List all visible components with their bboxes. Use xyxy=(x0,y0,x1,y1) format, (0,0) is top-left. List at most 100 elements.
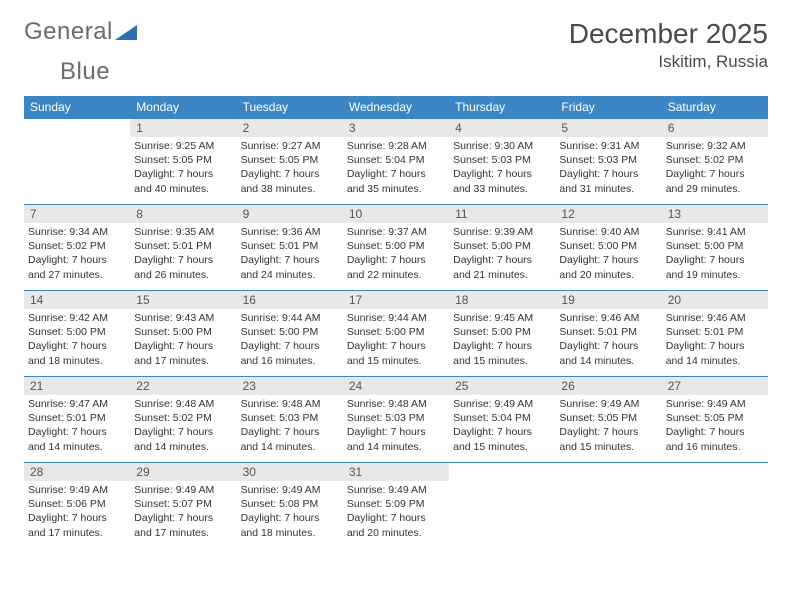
logo-sail-icon xyxy=(115,23,141,41)
day-number: 15 xyxy=(130,291,236,309)
day-data: Sunrise: 9:37 AMSunset: 5:00 PMDaylight:… xyxy=(343,223,449,286)
calendar-day-cell: 18Sunrise: 9:45 AMSunset: 5:00 PMDayligh… xyxy=(449,291,555,377)
weekday-header: Thursday xyxy=(449,96,555,119)
calendar-day-cell: 3Sunrise: 9:28 AMSunset: 5:04 PMDaylight… xyxy=(343,119,449,205)
day-data: Sunrise: 9:48 AMSunset: 5:03 PMDaylight:… xyxy=(237,395,343,458)
location-label: Iskitim, Russia xyxy=(569,52,768,72)
weekday-header: Saturday xyxy=(662,96,768,119)
day-data: Sunrise: 9:47 AMSunset: 5:01 PMDaylight:… xyxy=(24,395,130,458)
day-data: Sunrise: 9:32 AMSunset: 5:02 PMDaylight:… xyxy=(662,137,768,200)
day-number: 17 xyxy=(343,291,449,309)
logo: General xyxy=(24,18,143,46)
day-number: 12 xyxy=(555,205,661,223)
logo-text-general: General xyxy=(24,18,113,46)
day-number: 6 xyxy=(662,119,768,137)
day-data: Sunrise: 9:34 AMSunset: 5:02 PMDaylight:… xyxy=(24,223,130,286)
title-block: December 2025 Iskitim, Russia xyxy=(569,18,768,72)
calendar-day-cell: 20Sunrise: 9:46 AMSunset: 5:01 PMDayligh… xyxy=(662,291,768,377)
calendar-day-cell: 21Sunrise: 9:47 AMSunset: 5:01 PMDayligh… xyxy=(24,377,130,463)
day-data: Sunrise: 9:30 AMSunset: 5:03 PMDaylight:… xyxy=(449,137,555,200)
weekday-header: Friday xyxy=(555,96,661,119)
day-number: 9 xyxy=(237,205,343,223)
day-number: 22 xyxy=(130,377,236,395)
day-data: Sunrise: 9:49 AMSunset: 5:09 PMDaylight:… xyxy=(343,481,449,544)
day-number: 28 xyxy=(24,463,130,481)
day-number: 16 xyxy=(237,291,343,309)
weekday-header: Wednesday xyxy=(343,96,449,119)
calendar-day-cell: 12Sunrise: 9:40 AMSunset: 5:00 PMDayligh… xyxy=(555,205,661,291)
calendar-day-cell: 23Sunrise: 9:48 AMSunset: 5:03 PMDayligh… xyxy=(237,377,343,463)
day-number: 19 xyxy=(555,291,661,309)
day-data: Sunrise: 9:41 AMSunset: 5:00 PMDaylight:… xyxy=(662,223,768,286)
day-number: 31 xyxy=(343,463,449,481)
day-data: Sunrise: 9:49 AMSunset: 5:05 PMDaylight:… xyxy=(555,395,661,458)
day-data: Sunrise: 9:39 AMSunset: 5:00 PMDaylight:… xyxy=(449,223,555,286)
weekday-header: Monday xyxy=(130,96,236,119)
day-number: 10 xyxy=(343,205,449,223)
day-data: Sunrise: 9:49 AMSunset: 5:06 PMDaylight:… xyxy=(24,481,130,544)
day-data: Sunrise: 9:44 AMSunset: 5:00 PMDaylight:… xyxy=(237,309,343,372)
weekday-header: Sunday xyxy=(24,96,130,119)
day-data: Sunrise: 9:42 AMSunset: 5:00 PMDaylight:… xyxy=(24,309,130,372)
calendar-day-cell: 14Sunrise: 9:42 AMSunset: 5:00 PMDayligh… xyxy=(24,291,130,377)
calendar-day-cell: 13Sunrise: 9:41 AMSunset: 5:00 PMDayligh… xyxy=(662,205,768,291)
calendar-body: 1Sunrise: 9:25 AMSunset: 5:05 PMDaylight… xyxy=(24,119,768,549)
calendar-day-cell xyxy=(24,119,130,205)
calendar-day-cell: 22Sunrise: 9:48 AMSunset: 5:02 PMDayligh… xyxy=(130,377,236,463)
day-number: 20 xyxy=(662,291,768,309)
day-data: Sunrise: 9:45 AMSunset: 5:00 PMDaylight:… xyxy=(449,309,555,372)
calendar-day-cell: 26Sunrise: 9:49 AMSunset: 5:05 PMDayligh… xyxy=(555,377,661,463)
day-number: 27 xyxy=(662,377,768,395)
day-data: Sunrise: 9:43 AMSunset: 5:00 PMDaylight:… xyxy=(130,309,236,372)
day-number: 13 xyxy=(662,205,768,223)
calendar-day-cell: 1Sunrise: 9:25 AMSunset: 5:05 PMDaylight… xyxy=(130,119,236,205)
day-data: Sunrise: 9:28 AMSunset: 5:04 PMDaylight:… xyxy=(343,137,449,200)
day-data: Sunrise: 9:49 AMSunset: 5:07 PMDaylight:… xyxy=(130,481,236,544)
day-data: Sunrise: 9:35 AMSunset: 5:01 PMDaylight:… xyxy=(130,223,236,286)
day-data: Sunrise: 9:40 AMSunset: 5:00 PMDaylight:… xyxy=(555,223,661,286)
calendar-day-cell: 2Sunrise: 9:27 AMSunset: 5:05 PMDaylight… xyxy=(237,119,343,205)
day-data: Sunrise: 9:36 AMSunset: 5:01 PMDaylight:… xyxy=(237,223,343,286)
calendar-day-cell: 17Sunrise: 9:44 AMSunset: 5:00 PMDayligh… xyxy=(343,291,449,377)
day-data: Sunrise: 9:49 AMSunset: 5:08 PMDaylight:… xyxy=(237,481,343,544)
calendar-day-cell: 9Sunrise: 9:36 AMSunset: 5:01 PMDaylight… xyxy=(237,205,343,291)
day-data: Sunrise: 9:31 AMSunset: 5:03 PMDaylight:… xyxy=(555,137,661,200)
day-data: Sunrise: 9:44 AMSunset: 5:00 PMDaylight:… xyxy=(343,309,449,372)
calendar-week-row: 14Sunrise: 9:42 AMSunset: 5:00 PMDayligh… xyxy=(24,291,768,377)
calendar-day-cell xyxy=(449,463,555,549)
day-number: 18 xyxy=(449,291,555,309)
calendar-day-cell: 4Sunrise: 9:30 AMSunset: 5:03 PMDaylight… xyxy=(449,119,555,205)
day-data: Sunrise: 9:49 AMSunset: 5:05 PMDaylight:… xyxy=(662,395,768,458)
day-number: 7 xyxy=(24,205,130,223)
day-number: 24 xyxy=(343,377,449,395)
day-data: Sunrise: 9:49 AMSunset: 5:04 PMDaylight:… xyxy=(449,395,555,458)
day-number: 2 xyxy=(237,119,343,137)
day-number: 4 xyxy=(449,119,555,137)
logo-text-blue: Blue xyxy=(60,58,110,85)
day-data: Sunrise: 9:46 AMSunset: 5:01 PMDaylight:… xyxy=(662,309,768,372)
calendar-day-cell: 6Sunrise: 9:32 AMSunset: 5:02 PMDaylight… xyxy=(662,119,768,205)
day-number: 5 xyxy=(555,119,661,137)
calendar-day-cell xyxy=(555,463,661,549)
day-number: 11 xyxy=(449,205,555,223)
calendar-day-cell: 30Sunrise: 9:49 AMSunset: 5:08 PMDayligh… xyxy=(237,463,343,549)
day-number: 21 xyxy=(24,377,130,395)
day-data: Sunrise: 9:27 AMSunset: 5:05 PMDaylight:… xyxy=(237,137,343,200)
day-data: Sunrise: 9:25 AMSunset: 5:05 PMDaylight:… xyxy=(130,137,236,200)
weekday-row: SundayMondayTuesdayWednesdayThursdayFrid… xyxy=(24,96,768,119)
calendar-week-row: 28Sunrise: 9:49 AMSunset: 5:06 PMDayligh… xyxy=(24,463,768,549)
day-number: 1 xyxy=(130,119,236,137)
month-title: December 2025 xyxy=(569,18,768,50)
calendar-head: SundayMondayTuesdayWednesdayThursdayFrid… xyxy=(24,96,768,119)
calendar-day-cell: 5Sunrise: 9:31 AMSunset: 5:03 PMDaylight… xyxy=(555,119,661,205)
calendar-day-cell: 27Sunrise: 9:49 AMSunset: 5:05 PMDayligh… xyxy=(662,377,768,463)
calendar-day-cell: 8Sunrise: 9:35 AMSunset: 5:01 PMDaylight… xyxy=(130,205,236,291)
calendar-day-cell: 24Sunrise: 9:48 AMSunset: 5:03 PMDayligh… xyxy=(343,377,449,463)
day-data: Sunrise: 9:48 AMSunset: 5:03 PMDaylight:… xyxy=(343,395,449,458)
day-number: 25 xyxy=(449,377,555,395)
calendar-day-cell: 28Sunrise: 9:49 AMSunset: 5:06 PMDayligh… xyxy=(24,463,130,549)
day-number: 29 xyxy=(130,463,236,481)
calendar-week-row: 1Sunrise: 9:25 AMSunset: 5:05 PMDaylight… xyxy=(24,119,768,205)
calendar-day-cell: 25Sunrise: 9:49 AMSunset: 5:04 PMDayligh… xyxy=(449,377,555,463)
calendar-day-cell: 7Sunrise: 9:34 AMSunset: 5:02 PMDaylight… xyxy=(24,205,130,291)
